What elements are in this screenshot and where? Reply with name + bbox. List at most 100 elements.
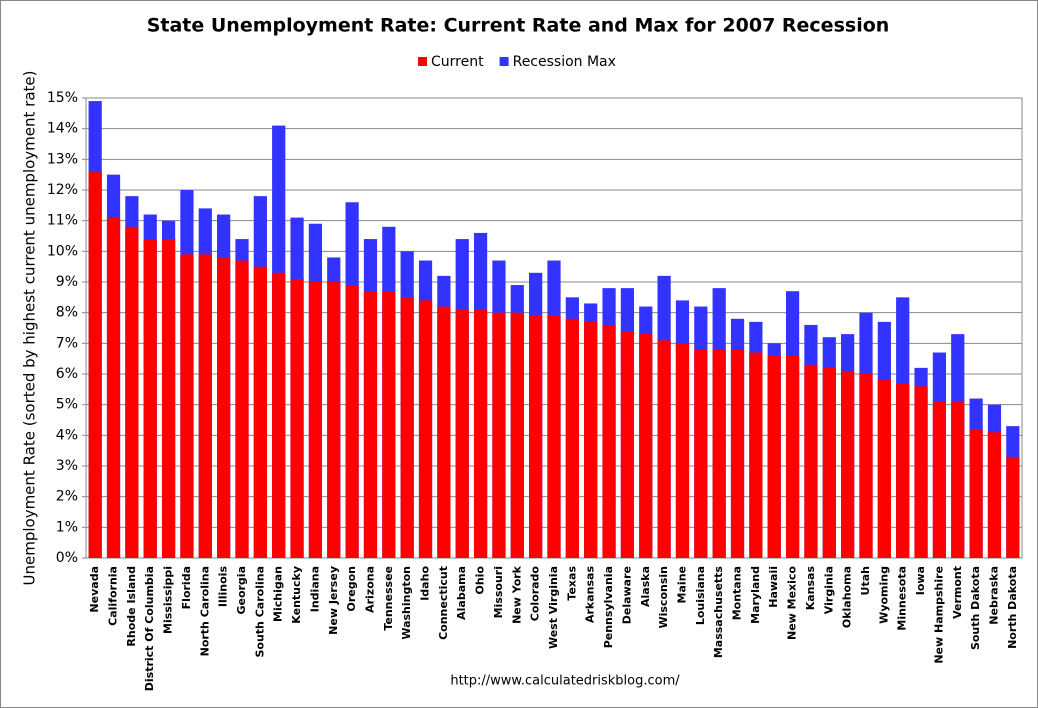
x-tick-label: Nebraska [987, 566, 1000, 625]
bar [914, 386, 928, 558]
x-tick-label: Iowa [914, 566, 927, 595]
x-tick-label: Missouri [492, 566, 505, 618]
bar [620, 331, 635, 558]
y-tick-label: 6% [56, 366, 78, 382]
legend-swatch [499, 57, 509, 66]
x-tick-label: Texas [565, 566, 578, 601]
x-tick-label: Florida [180, 566, 193, 609]
x-tick-label: New Mexico [786, 566, 799, 640]
x-tick-label: Washington [400, 566, 413, 640]
bar [602, 324, 616, 558]
x-tick-label: Nevada [88, 566, 101, 613]
x-tick-label: Wisconsin [657, 566, 670, 629]
bar [400, 297, 414, 558]
x-tick-label: Hawaii [767, 566, 780, 608]
bar [767, 355, 781, 558]
x-tick-label: Massachusetts [712, 566, 725, 659]
bar [877, 380, 891, 558]
bar [253, 266, 267, 558]
bar [730, 349, 745, 558]
x-tick-label: Alaska [639, 566, 652, 607]
bar [510, 312, 524, 558]
bar [565, 318, 579, 558]
bar [1006, 456, 1020, 558]
chart-title: State Unemployment Rate: Current Rate an… [147, 15, 890, 37]
y-tick-label: 9% [56, 274, 78, 290]
x-tick-label: Oregon [345, 566, 358, 612]
bar [437, 306, 451, 558]
y-tick-label: 4% [56, 427, 78, 443]
x-tick-label: Connecticut [437, 566, 450, 640]
y-tick-label: 15% [47, 90, 78, 106]
bar [712, 349, 726, 558]
bar [529, 315, 543, 558]
x-tick-label: Colorado [529, 566, 542, 622]
x-tick-label: New Jersey [327, 566, 340, 635]
x-tick-label: Arkansas [584, 566, 597, 623]
bar [272, 272, 286, 558]
x-tick-label: Louisiana [694, 566, 707, 625]
bar [327, 282, 341, 558]
x-tick-label: Idaho [419, 566, 432, 601]
x-tick-label: Minnesota [896, 566, 909, 631]
bar [217, 257, 231, 558]
x-tick-label: Rhode Island [125, 566, 138, 647]
bar [363, 291, 378, 558]
x-tick-label: Michigan [272, 566, 285, 622]
x-tick-label: Indiana [308, 566, 321, 612]
source: http://www.calculatedriskblog.com/ [450, 674, 680, 689]
y-tick-label: 11% [47, 213, 78, 229]
x-tick-label: New Hampshire [932, 566, 945, 664]
x-tick-label: Vermont [951, 566, 964, 619]
bar [896, 383, 910, 558]
x-tick-label: Kansas [804, 566, 817, 611]
bar [455, 309, 469, 558]
x-tick-label: West Virginia [547, 566, 560, 649]
bar [308, 282, 323, 558]
x-tick-label: Maine [675, 566, 688, 603]
x-tick-label: Virginia [822, 566, 835, 614]
bar [180, 254, 194, 558]
legend-label: Current [431, 54, 484, 70]
bar [198, 254, 212, 558]
y-tick-label: 10% [47, 243, 78, 259]
bar [345, 285, 359, 558]
bar [88, 171, 102, 558]
x-tick-label: Montana [731, 566, 744, 620]
y-tick-label: 0% [56, 550, 78, 566]
x-tick-label: California [107, 566, 120, 626]
bar [969, 429, 983, 558]
bar [694, 349, 708, 558]
x-tick-label: South Dakota [969, 566, 982, 650]
x-tick-label: Tennessee [382, 566, 395, 631]
y-tick-label: 14% [47, 121, 78, 137]
bar [675, 343, 690, 558]
y-tick-label: 3% [56, 458, 78, 474]
bar [547, 315, 561, 558]
legend-swatch [418, 57, 427, 66]
y-tick-label: 8% [56, 305, 78, 321]
bar [932, 401, 947, 558]
y-tick-label: 1% [56, 519, 78, 535]
y-tick-label: 5% [56, 397, 78, 413]
bar [418, 300, 433, 558]
x-tick-label: Maryland [749, 566, 762, 624]
bar [859, 374, 873, 558]
bar [492, 312, 506, 558]
y-axis-label: Unemployment Rate (sorted by highest cur… [21, 71, 39, 586]
bar [143, 239, 157, 559]
x-tick-label: Pennsylvania [602, 566, 615, 648]
bar [235, 260, 249, 558]
x-tick-label: New York [510, 565, 523, 624]
bar [749, 352, 763, 558]
bar [584, 321, 598, 558]
x-tick-label: Delaware [620, 566, 633, 624]
y-tick-label: 13% [47, 151, 78, 167]
y-tick-label: 12% [47, 182, 78, 198]
y-tick-label: 7% [56, 335, 78, 351]
bar [657, 340, 671, 558]
bar [785, 355, 800, 558]
bar [987, 432, 1002, 558]
x-tick-label: Arizona [363, 566, 376, 613]
